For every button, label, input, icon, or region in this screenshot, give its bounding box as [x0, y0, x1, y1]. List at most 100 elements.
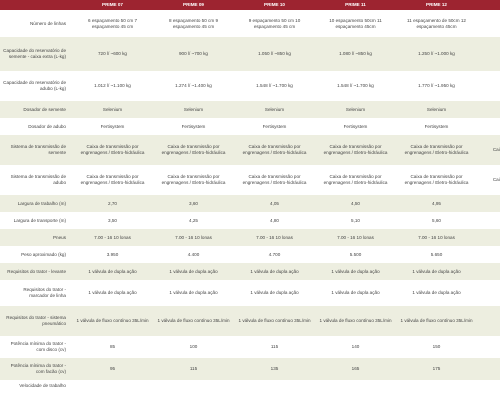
row-label: Peso aproximado (kg) — [0, 246, 72, 263]
table-cell: 5.500 — [315, 246, 396, 263]
table-cell: 1 válvula de dupla ação — [396, 263, 477, 280]
row-label: Largura de trabalho (m) — [0, 195, 72, 212]
table-cell: 4,05 — [234, 195, 315, 212]
column-header-model: PRIME 10 — [234, 0, 315, 10]
table-cell: 1.548 l/ ~1.700 kg — [315, 71, 396, 101]
table-cell: Caixa de transmissão por engrenagens / E… — [72, 135, 153, 165]
table-cell: 165 — [315, 358, 396, 380]
row-label: Potência mínima do trator - com disco (c… — [0, 336, 72, 358]
column-header-model: PRIME 13 — [477, 0, 500, 10]
table-cell: 5,60 — [396, 212, 477, 229]
table-row: Sistema de transmissão de semente Caixa d… — [0, 135, 500, 165]
table-cell: 150 — [396, 336, 477, 358]
table-cell: 1.050 l/ ~850 kg — [234, 37, 315, 71]
table-cell — [234, 380, 315, 392]
table-cell: 4.400 — [153, 246, 234, 263]
table-cell — [396, 380, 477, 392]
table-cell: Caixa de transmissão por engrenagens / E… — [72, 165, 153, 195]
table-cell: Selenium — [72, 101, 153, 118]
table-cell: 10 espaçamento 50cm 11 espaçamento 45cm — [315, 10, 396, 37]
row-label: Capacidade do reservatório de adubo (L-k… — [0, 71, 72, 101]
table-cell: 7.00 - 16 10 lonas — [234, 229, 315, 246]
table-cell: 1 válvula de dupla ação — [153, 263, 234, 280]
table-cell: 6 — [477, 212, 500, 229]
table-cell: 1 válvula de dupla ação — [72, 263, 153, 280]
table-cell: Caixa de transmissão por engrenagens / E… — [234, 135, 315, 165]
table-cell: 100 — [153, 336, 234, 358]
table-cell: 9 espaçamento 50 cm 10 espaçamento 45 cm — [234, 10, 315, 37]
row-label: Requisitos do trator - sistema pneumátic… — [0, 306, 72, 336]
table-cell — [315, 380, 396, 392]
table-cell: 1 válvula de dupla ação — [396, 280, 477, 306]
table-cell: 1 válvula de fluxo contínuo 35L/min — [72, 306, 153, 336]
table-cell: 7.00 - 16 10 lonas — [396, 229, 477, 246]
column-header-model: PRIME 11 — [315, 0, 396, 10]
table-row: Velocidade de trabalho — [0, 380, 500, 392]
table-cell: 5. — [477, 246, 500, 263]
header-corner-cell — [0, 0, 72, 10]
table-row: Requisitos do trator - marcador de linha… — [0, 280, 500, 306]
row-label: Sistema de transmissão de semente — [0, 135, 72, 165]
table-row: Capacidade do reservatório de adubo (L-k… — [0, 71, 500, 101]
table-cell: Caixa de engrenage hidr — [477, 165, 500, 195]
table-row: Largura de transporte (m) 3,50 4,25 4,80 5,1… — [0, 212, 500, 229]
table-cell: Selenium — [396, 101, 477, 118]
table-cell: 12 espaçamento — [477, 10, 500, 37]
row-label: Pneus — [0, 229, 72, 246]
table-cell: 7.00 - 1 — [477, 229, 500, 246]
table-cell: 5, — [477, 195, 500, 212]
table-cell: Caixa de engrenage hidr — [477, 135, 500, 165]
table-cell: 3,60 — [153, 195, 234, 212]
table-header-row: PRIME 07 PRIME 09 PRIME 10 PRIME 11 PRIME 12… — [0, 0, 500, 10]
table-cell: 4,50 — [315, 195, 396, 212]
table-cell: Caixa de transmissão por engrenagens / E… — [396, 165, 477, 195]
table-cell: Selenium — [153, 101, 234, 118]
table-row: Peso aproximado (kg) 3.950 4.400 4.700 5.500… — [0, 246, 500, 263]
table-cell: Caixa de transmissão por engrenagens / E… — [153, 165, 234, 195]
table-cell: 4.700 — [234, 246, 315, 263]
table-cell: 135 — [234, 358, 315, 380]
table-cell: 1 válvula de dupla ação — [315, 280, 396, 306]
table-cell: Caixa de transmissão por engrenagens / E… — [315, 135, 396, 165]
table-row: Capacidade do reservatório de semente - … — [0, 37, 500, 71]
table-row: Pneus 7.00 - 16 10 lonas 7.00 - 16 10 lona… — [0, 229, 500, 246]
table-row: Sistema de transmissão de adubo Caixa de … — [0, 165, 500, 195]
table-cell: Fert — [477, 118, 500, 135]
row-label: Número de linhas — [0, 10, 72, 37]
table-cell: 2,70 — [72, 195, 153, 212]
row-label: Largura de transporte (m) — [0, 212, 72, 229]
table-row: Requisitos do trator - sistema pneumátic… — [0, 306, 500, 336]
table-cell: 4,95 — [396, 195, 477, 212]
table-cell: 95 — [72, 358, 153, 380]
table-cell: 6 espaçamento 50 cm 7 espaçamento 45 cm — [72, 10, 153, 37]
table-cell: 5,10 — [315, 212, 396, 229]
table-cell: 7.00 - 16 10 lonas — [315, 229, 396, 246]
table-cell: 7.00 - 16 10 lonas — [153, 229, 234, 246]
row-label: Requisitos do trator - levante — [0, 263, 72, 280]
table-cell: Selenium — [315, 101, 396, 118]
table-cell: 1 — [477, 336, 500, 358]
table-row: Dosador de semente Selenium Selenium Seleni… — [0, 101, 500, 118]
table-cell: 3.950 — [72, 246, 153, 263]
table-cell: 115 — [153, 358, 234, 380]
table-cell: 720 l/ ~600 kg — [72, 37, 153, 71]
table-cell: 1.770 l/ ~1.950 kg — [396, 71, 477, 101]
table-cell: 175 — [396, 358, 477, 380]
table-cell: 1 válvula de dupla ação — [234, 280, 315, 306]
table-cell — [477, 380, 500, 392]
table-cell: 1.274 l/ ~1.400 kg — [153, 71, 234, 101]
table-cell: 3,50 — [72, 212, 153, 229]
table-row: Requisitos do trator - levante 1 válvula … — [0, 263, 500, 280]
column-header-model: PRIME 12 — [396, 0, 477, 10]
table-cell: 85 — [72, 336, 153, 358]
table-cell: 1 válvula de dupla ação — [72, 280, 153, 306]
table-row: Potência mínima do trator - com facão (c… — [0, 358, 500, 380]
table-row: Largura de trabalho (m) 2,70 3,60 4,05 4,50 4… — [0, 195, 500, 212]
column-header-model: PRIME 07 — [72, 0, 153, 10]
row-label: Velocidade de trabalho — [0, 380, 72, 392]
table-cell: 1.350 l/ — [477, 37, 500, 71]
table-cell: 1 válvula d — [477, 280, 500, 306]
table-cell: 11 espaçamento de 50cm 12 espaçamento 45… — [396, 10, 477, 37]
